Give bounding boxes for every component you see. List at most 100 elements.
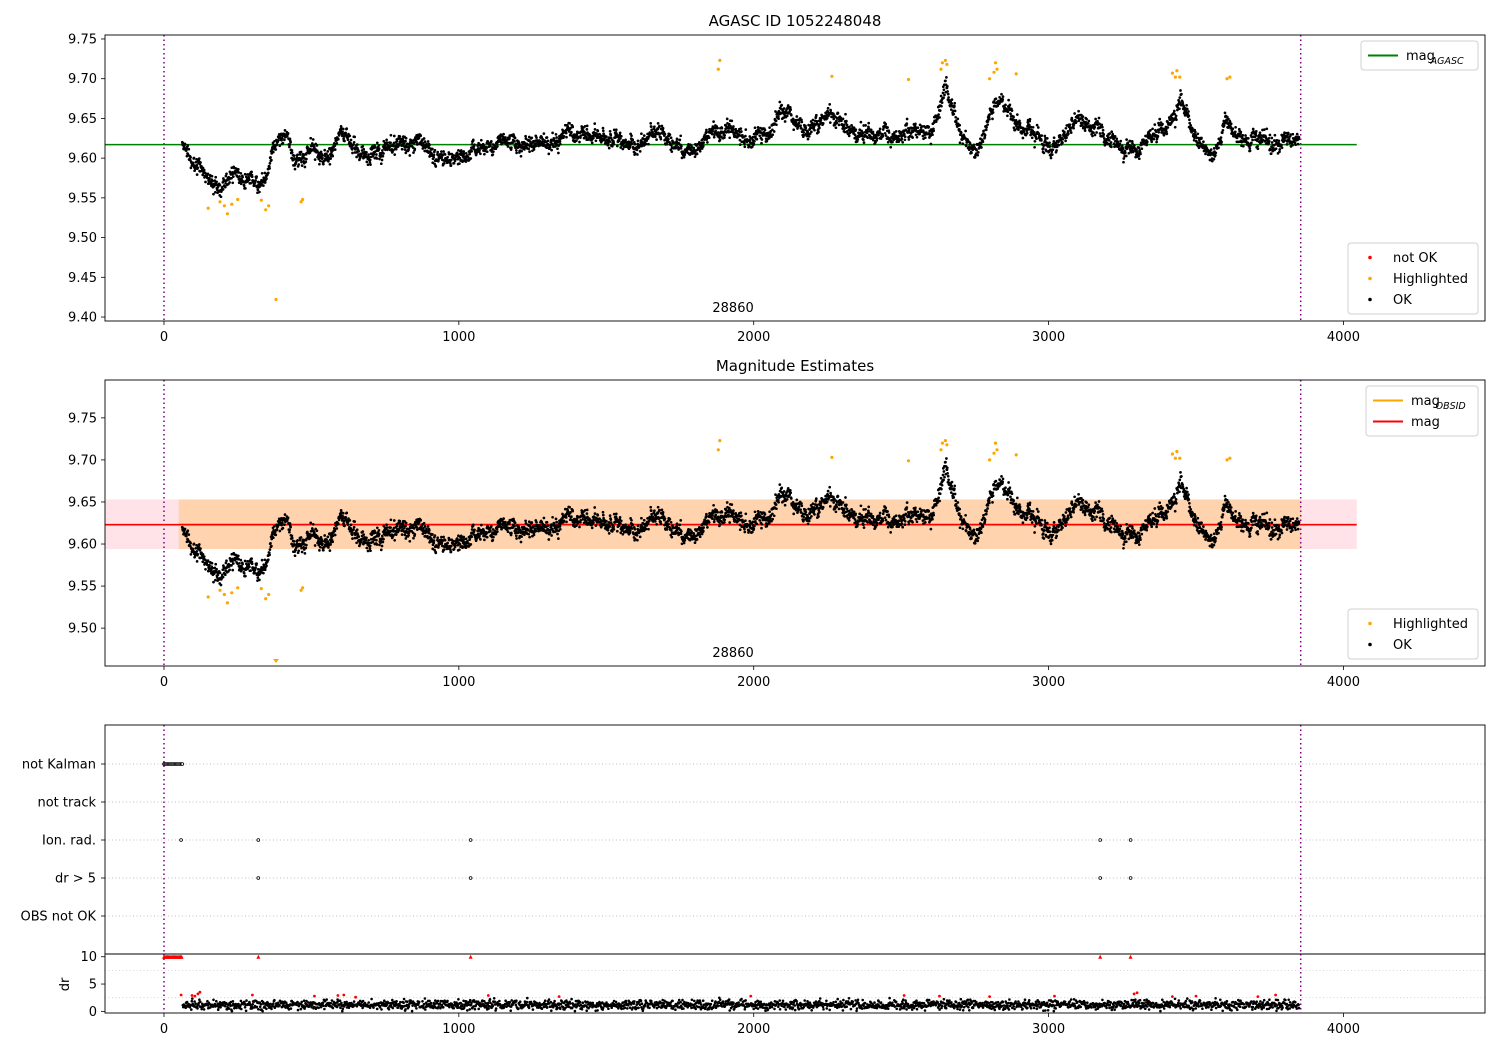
panel-agasc-ok-series-point-1415 <box>619 137 622 140</box>
panel-agasc-ok-series-point-1973 <box>791 117 795 121</box>
panel-agasc-ok-series-point-2314 <box>897 140 901 144</box>
panel-estimates-ok-series-point-963 <box>479 538 482 541</box>
panel-agasc-ok-series-point-2481 <box>949 104 952 108</box>
panel-agasc-ok-series-point-3183 <box>1166 126 1170 129</box>
panel-agasc-ok-series-point-635 <box>377 143 381 147</box>
panel-agasc-ok-series-point-373 <box>296 153 300 157</box>
panel-estimates-ok-series-point-555 <box>352 525 356 529</box>
panel-agasc-ok-series-point-224 <box>250 170 253 174</box>
panel-agasc-ok-series-point-2618 <box>991 108 995 112</box>
panel-agasc-ok-series-point-749 <box>412 142 416 145</box>
panel-agasc-ok-series-point-2032 <box>810 130 813 134</box>
panel-agasc-ok-series-point-2619 <box>991 111 995 114</box>
panel-estimates-ok-series-point-549 <box>350 533 354 537</box>
panel-agasc-ok-series-point-1028 <box>499 138 502 142</box>
panel-estimates-ok-series-point-565 <box>355 528 359 532</box>
panel-agasc-ok-series-point-2283 <box>887 131 891 134</box>
panel-agasc-ok-series-point-1801 <box>738 138 742 142</box>
panel-agasc-ok-series-point-2140 <box>843 130 847 134</box>
panel-agasc-ok-series-point-1017 <box>495 142 499 146</box>
panel-agasc-ok-series-point-956 <box>476 147 480 150</box>
panel-agasc-ok-series-point-3002 <box>1110 130 1114 134</box>
panel-agasc-ok-series-point-1215 <box>557 151 560 155</box>
panel-agasc-ok-series-point-983 <box>485 146 488 150</box>
panel-agasc-ok-series-point-111 <box>215 180 218 184</box>
panel-estimates-ok-series-point-770 <box>419 519 423 522</box>
panel-agasc-ok-series-point-1985 <box>795 115 799 118</box>
panel-agasc-ok-series-point-2947 <box>1093 125 1097 129</box>
panel-agasc-ok-series-point-3544 <box>1278 150 1281 154</box>
panel-agasc-ok-series-point-2094 <box>829 108 832 112</box>
panel-agasc-ok-series-point-2129 <box>840 119 843 123</box>
panel-estimates-ok-series-point-477 <box>328 549 332 552</box>
panel-agasc-ok-series-point-586 <box>362 147 366 151</box>
panel-agasc-ok-series-point-1432 <box>624 138 627 142</box>
panel-agasc-ok-series-point-1063 <box>510 146 513 150</box>
panel-estimates-ok-series-point-323 <box>280 521 284 525</box>
panel-agasc-highlighted-series-point-30 <box>1228 75 1232 79</box>
panel-agasc-ok-series-point-1038 <box>502 132 505 136</box>
panel-agasc-ytick-label-6: 9.70 <box>68 72 97 87</box>
panel-agasc-highlighted-series-point-9 <box>274 297 278 302</box>
panel-agasc-ok-series-point-629 <box>375 157 379 160</box>
panel-agasc-ok-series-point-3028 <box>1118 142 1122 146</box>
panel-estimates-ok-series-point-283 <box>268 548 272 551</box>
panel-agasc-ok-series-point-1775 <box>730 119 734 123</box>
panel-estimates-ok-series-point-553 <box>352 528 355 531</box>
panel-agasc-ok-series-point-895 <box>458 162 461 165</box>
panel-agasc-ok-series-point-1144 <box>535 136 538 139</box>
panel-estimates-ok-series-point-332 <box>283 513 287 516</box>
panel-agasc-ok-series-point-366 <box>294 162 297 166</box>
panel-agasc-ok-series-point-2697 <box>1015 113 1019 116</box>
panel-agasc-ok-series-point-2686 <box>1012 126 1016 130</box>
panel-agasc-ok-series-point-1052 <box>506 145 510 148</box>
panel-agasc-ok-series-point-88 <box>208 176 211 180</box>
panel-agasc-ok-series-point-2042 <box>813 128 816 132</box>
panel-agasc-title: AGASC ID 1052248048 <box>709 12 882 30</box>
panel-agasc-ok-series-point-1846 <box>752 142 756 146</box>
panel-agasc-ok-series-point-2680 <box>1010 109 1014 112</box>
panel-agasc-ok-series-point-1516 <box>650 128 653 132</box>
panel-agasc-ok-series-point-1498 <box>644 142 648 146</box>
panel-agasc-ok-series-point-2376 <box>916 126 920 130</box>
panel-agasc-ok-series-point-2001 <box>800 120 804 124</box>
panel-agasc-ok-series-point-3147 <box>1155 140 1158 144</box>
panel-estimates-ok-series-point-645 <box>380 544 384 548</box>
panel-agasc-ok-series-point-520 <box>341 127 345 131</box>
panel-agasc-ok-series-point-1136 <box>532 148 536 151</box>
panel-agasc-ok-series-point-1515 <box>649 125 653 129</box>
panel-agasc-ok-series-point-2118 <box>836 111 840 115</box>
panel-estimates-ok-series-point-932 <box>469 543 473 546</box>
panel-agasc-ok-series-point-2783 <box>1042 151 1046 155</box>
panel-agasc-ok-series-point-453 <box>321 156 324 160</box>
panel-agasc-ok-series-point-1594 <box>674 146 678 150</box>
panel-estimates-ok-series-point-1122 <box>528 535 531 539</box>
panel-agasc-ok-series-point-2457 <box>941 91 945 95</box>
panel-agasc-highlighted-series-point-26 <box>1173 75 1177 79</box>
panel-estimates-ok-series-point-278 <box>266 558 270 562</box>
panel-agasc-ok-series-point-2593 <box>983 133 987 137</box>
panel-agasc-highlighted-series-point-12 <box>716 67 720 71</box>
panel-estimates-ok-series-point-451 <box>320 539 324 543</box>
panel-agasc-ok-series-point-1899 <box>768 132 772 136</box>
panel-estimates-ok-series-point-643 <box>379 548 383 552</box>
panel-agasc-highlighted-series-point-2 <box>222 204 226 208</box>
panel-estimates-ok-series-point-694 <box>395 524 399 528</box>
panel-agasc-ok-series-point-3481 <box>1258 131 1262 135</box>
panel-agasc-ok-series-point-3131 <box>1150 140 1154 144</box>
panel-agasc-ok-series-point-3604 <box>1296 142 1300 146</box>
panel-agasc-ok-series-point-1916 <box>774 110 777 113</box>
panel-agasc-ok-series-point-1154 <box>538 139 541 143</box>
panel-agasc-ok-series-point-2201 <box>862 124 866 127</box>
panel-agasc-ok-series-point-354 <box>290 149 294 152</box>
panel-agasc-ok-series-point-2170 <box>852 126 856 130</box>
panel-agasc-ok-series-point-691 <box>394 147 398 151</box>
panel-agasc-ok-series-point-1143 <box>534 144 538 148</box>
panel-agasc-ok-series-point-2040 <box>812 125 816 129</box>
panel-estimates-ok-series-point-723 <box>404 521 408 525</box>
panel-agasc-ok-series-point-1684 <box>702 141 705 144</box>
panel-agasc-ok-series-point-325 <box>281 141 285 145</box>
panel-agasc-ok-series-point-1779 <box>731 131 735 134</box>
panel-agasc-ok-series-point-1307 <box>585 128 589 131</box>
panel-estimates-ok-series-point-9 <box>183 527 187 531</box>
